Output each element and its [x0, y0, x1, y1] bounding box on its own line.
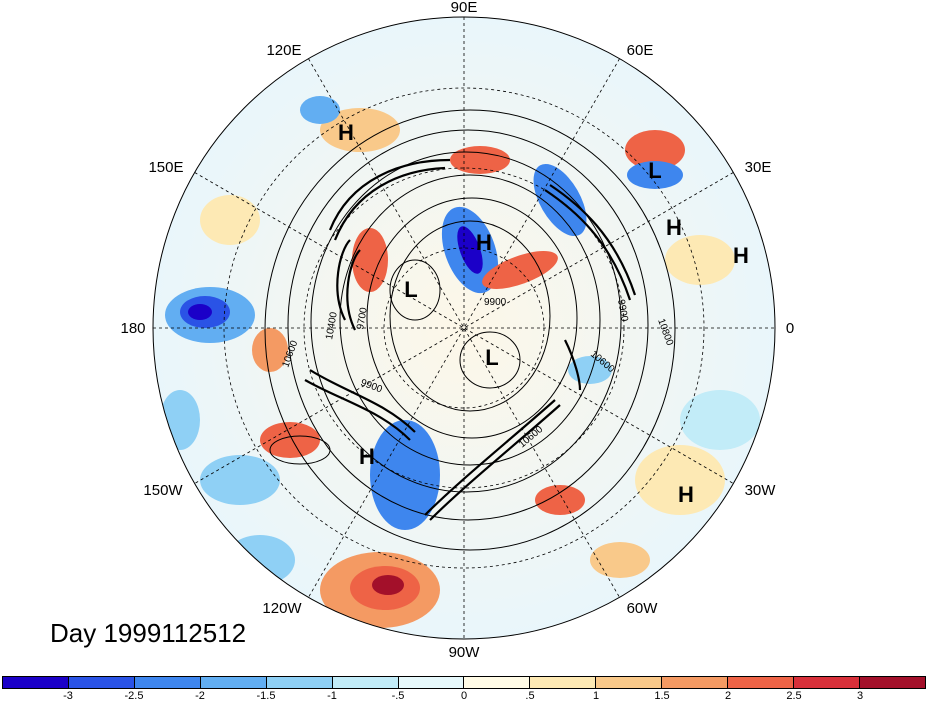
lon-label-60w: 60W	[627, 600, 659, 617]
pressure-center-high: H	[476, 230, 492, 255]
colorbar-tick-label: 2	[724, 690, 732, 702]
day-label: Day 1999112512	[50, 618, 247, 648]
lon-label-30w: 30W	[745, 482, 777, 499]
colorbar-swatch	[134, 677, 201, 688]
colorbar-swatch	[332, 677, 399, 688]
map-border	[152, 16, 776, 640]
colorbar-tick-label: -2.5	[124, 690, 144, 702]
colorbar-tick-label: 0	[460, 690, 468, 702]
colorbar-swatch	[596, 677, 663, 688]
colorbar-swatch	[794, 677, 860, 688]
longitude-labels: 90E 60E 30E 0 30W 60W 90W 120W 150W 180 …	[120, 0, 794, 661]
pressure-center-high: H	[678, 482, 694, 507]
anomaly-shading	[160, 96, 760, 628]
lon-label-150w: 150W	[143, 482, 183, 499]
lon-label-60e: 60E	[627, 42, 654, 59]
lon-label-120e: 120E	[266, 42, 301, 59]
colorbar-swatch	[68, 677, 135, 688]
polar-stereographic-map: 90E 60E 30E 0 30W 60W 90W 120W 150W 180 …	[120, 0, 794, 661]
colorbar-swatch	[859, 677, 925, 688]
contour-label: 9900	[615, 299, 630, 323]
colorbar-swatch	[464, 677, 531, 688]
colorbar-tick-label: -.5	[391, 690, 405, 702]
pressure-center-high: H	[359, 444, 375, 469]
colorbar-tick-label: .5	[525, 690, 535, 702]
pressure-center-high: H	[733, 243, 749, 268]
pressure-center-low: L	[485, 345, 498, 370]
pressure-center-low: L	[404, 277, 417, 302]
jet-contours	[304, 158, 637, 521]
lon-label-30e: 30E	[745, 159, 772, 176]
colorbar-tick-label: -1	[327, 690, 337, 702]
colorbar	[2, 676, 926, 689]
colorbar-swatch	[200, 677, 267, 688]
contour-label: 9700	[355, 306, 370, 330]
pressure-center-high: H	[666, 215, 682, 240]
lon-label-120w: 120W	[262, 600, 302, 617]
colorbar-tick-label: -3	[63, 690, 73, 702]
colorbar-swatch	[530, 677, 597, 688]
colorbar-swatch	[398, 677, 465, 688]
colorbar-swatch	[3, 677, 69, 688]
lon-label-90e: 90E	[451, 0, 478, 16]
colorbar-tick-label: 3	[856, 690, 864, 702]
graticule	[153, 17, 775, 639]
colorbar-tick-label: 1	[592, 690, 600, 702]
contour-label: 9900	[484, 297, 507, 308]
colorbar-swatch	[266, 677, 333, 688]
colorbar-tick-label: -1.5	[256, 690, 276, 702]
colorbar-swatch	[728, 677, 795, 688]
contour-label: 10400	[324, 311, 340, 341]
lon-label-150e: 150E	[148, 159, 183, 176]
colorbar-tick-label: -2	[195, 690, 205, 702]
pressure-center-high: H	[338, 120, 354, 145]
lon-label-0: 0	[786, 320, 794, 337]
lon-label-90w: 90W	[449, 644, 481, 661]
map-disk	[153, 17, 775, 639]
pressure-center-low: L	[648, 158, 661, 183]
geopotential-contours	[264, 109, 676, 551]
colorbar-swatch	[662, 677, 729, 688]
pressure-center-labels: H L H H H L L H H	[338, 120, 749, 507]
colorbar-tick-labels: -3 -2.5 -2 -1.5 -1 -.5 0 .5 1 1.5 2 2.5 3	[0, 690, 928, 702]
colorbar-tick-label: 1.5	[654, 690, 670, 702]
lon-label-180: 180	[120, 320, 145, 337]
colorbar-tick-label: 2.5	[786, 690, 802, 702]
